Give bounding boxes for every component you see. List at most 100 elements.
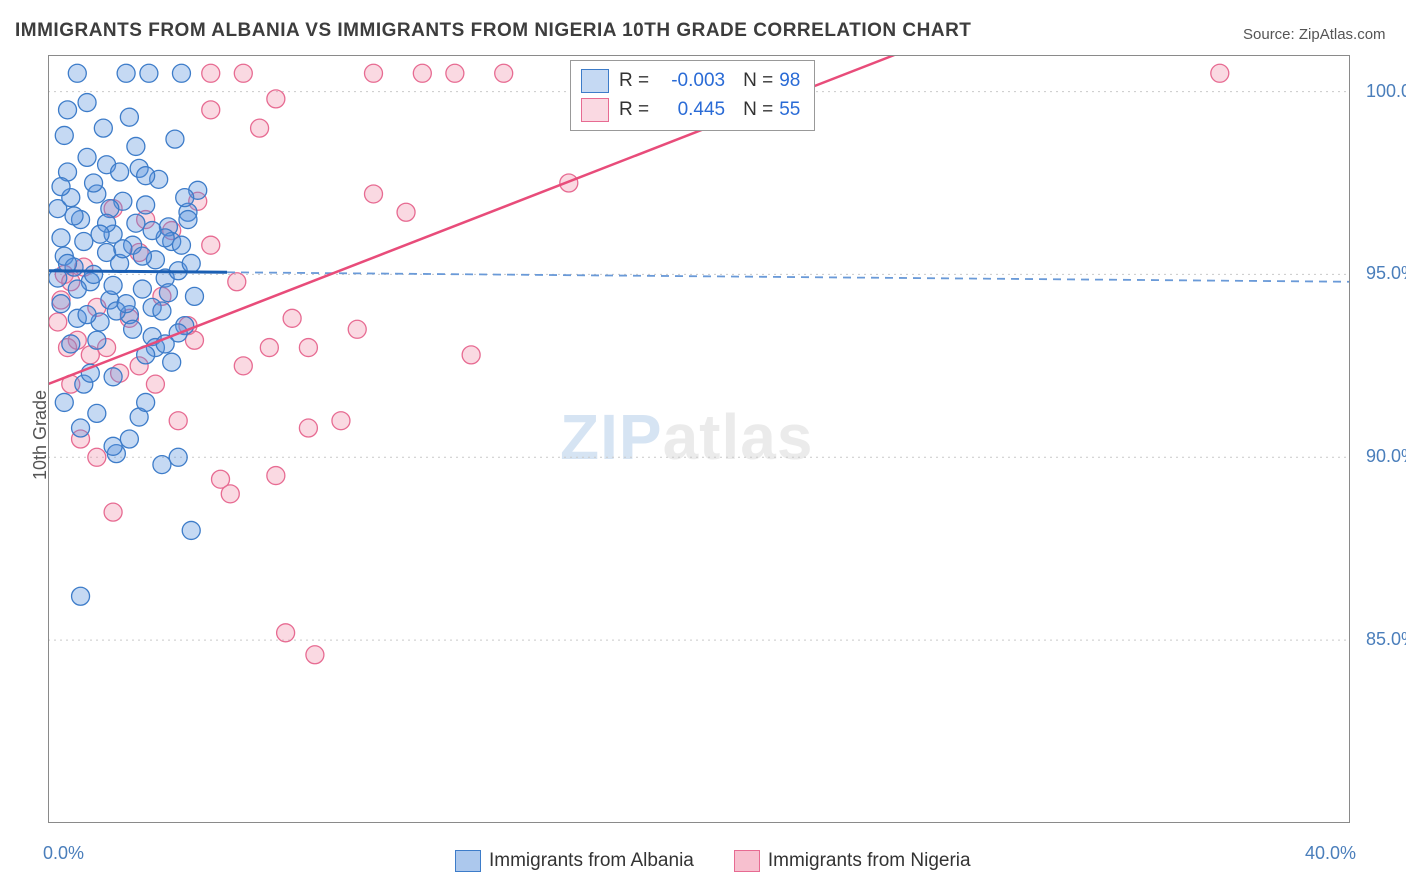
scatter-point-blue <box>185 287 203 305</box>
scatter-point-pink <box>446 64 464 82</box>
scatter-point-blue <box>182 254 200 272</box>
r-value-pink: 0.445 <box>655 96 725 125</box>
scatter-point-blue <box>137 196 155 214</box>
scatter-point-pink <box>299 419 317 437</box>
bottom-label-blue: Immigrants from Albania <box>489 850 694 872</box>
scatter-point-pink <box>495 64 513 82</box>
scatter-point-blue <box>78 148 96 166</box>
scatter-point-blue <box>68 64 86 82</box>
y-tick-label: 100.0% <box>1366 81 1406 102</box>
scatter-point-pink <box>332 412 350 430</box>
scatter-point-pink <box>306 646 324 664</box>
scatter-point-pink <box>348 320 366 338</box>
scatter-point-blue <box>55 393 73 411</box>
scatter-point-pink <box>365 64 383 82</box>
scatter-point-blue <box>104 437 122 455</box>
scatter-point-blue <box>55 126 73 144</box>
scatter-point-blue <box>75 233 93 251</box>
scatter-point-pink <box>462 346 480 364</box>
scatter-point-pink <box>49 313 67 331</box>
scatter-point-pink <box>267 90 285 108</box>
scatter-point-blue <box>166 130 184 148</box>
scatter-point-blue <box>52 178 70 196</box>
scatter-point-blue <box>104 276 122 294</box>
scatter-point-pink <box>228 273 246 291</box>
source-citation: Source: ZipAtlas.com <box>1243 26 1386 43</box>
scatter-point-blue <box>62 335 80 353</box>
scatter-point-blue <box>143 222 161 240</box>
scatter-point-blue <box>137 393 155 411</box>
scatter-point-blue <box>153 456 171 474</box>
scatter-point-blue <box>52 295 70 313</box>
scatter-point-blue <box>172 236 190 254</box>
swatch-blue <box>581 69 609 93</box>
scatter-point-blue <box>120 108 138 126</box>
scatter-chart <box>48 55 1350 823</box>
chart-title: IMMIGRANTS FROM ALBANIA VS IMMIGRANTS FR… <box>15 20 971 42</box>
scatter-point-pink <box>260 339 278 357</box>
scatter-point-blue <box>94 119 112 137</box>
scatter-point-blue <box>117 295 135 313</box>
x-tick-label: 40.0% <box>1305 843 1356 864</box>
scatter-point-blue <box>140 64 158 82</box>
scatter-point-blue <box>78 306 96 324</box>
scatter-point-blue <box>163 353 181 371</box>
scatter-point-pink <box>234 64 252 82</box>
r-label: R = <box>619 67 649 96</box>
scatter-point-blue <box>85 265 103 283</box>
scatter-point-pink <box>202 64 220 82</box>
scatter-point-pink <box>267 467 285 485</box>
legend-row-blue: R = -0.003 N = 98 <box>581 67 800 96</box>
correlation-legend: R = -0.003 N = 98 R = 0.445 N = 55 <box>570 60 815 131</box>
scatter-point-blue <box>91 225 109 243</box>
scatter-point-blue <box>65 207 83 225</box>
scatter-point-blue <box>172 64 190 82</box>
r-label: R = <box>619 96 649 125</box>
scatter-point-pink <box>104 503 122 521</box>
scatter-point-blue <box>182 521 200 539</box>
bottom-swatch-pink <box>734 850 760 872</box>
y-tick-label: 85.0% <box>1366 629 1406 650</box>
scatter-point-pink <box>413 64 431 82</box>
scatter-point-blue <box>133 280 151 298</box>
scatter-point-blue <box>88 331 106 349</box>
y-tick-label: 90.0% <box>1366 446 1406 467</box>
scatter-point-blue <box>111 163 129 181</box>
legend-row-pink: R = 0.445 N = 55 <box>581 96 800 125</box>
scatter-point-blue <box>124 320 142 338</box>
scatter-point-pink <box>202 101 220 119</box>
scatter-point-blue <box>117 64 135 82</box>
scatter-point-blue <box>72 587 90 605</box>
scatter-point-pink <box>251 119 269 137</box>
scatter-point-blue <box>72 419 90 437</box>
n-value-blue: 98 <box>779 67 800 96</box>
scatter-point-blue <box>78 94 96 112</box>
scatter-point-blue <box>169 448 187 466</box>
swatch-pink <box>581 98 609 122</box>
scatter-point-blue <box>114 240 132 258</box>
scatter-point-blue <box>176 189 194 207</box>
r-value-blue: -0.003 <box>655 67 725 96</box>
scatter-point-blue <box>153 302 171 320</box>
scatter-point-pink <box>88 448 106 466</box>
scatter-point-pink <box>221 485 239 503</box>
bottom-label-pink: Immigrants from Nigeria <box>768 850 971 872</box>
scatter-point-blue <box>104 368 122 386</box>
y-tick-label: 95.0% <box>1366 263 1406 284</box>
regression-line-dashed <box>227 272 1350 281</box>
scatter-point-blue <box>85 174 103 192</box>
scatter-point-blue <box>52 229 70 247</box>
scatter-point-pink <box>202 236 220 254</box>
n-label: N = <box>743 67 773 96</box>
regression-line <box>48 271 227 273</box>
series-legend: Immigrants from Albania Immigrants from N… <box>455 850 1011 872</box>
scatter-point-blue <box>127 137 145 155</box>
scatter-point-pink <box>169 412 187 430</box>
scatter-point-pink <box>365 185 383 203</box>
scatter-point-blue <box>159 284 177 302</box>
scatter-point-blue <box>68 280 86 298</box>
x-tick-label: 0.0% <box>43 843 84 864</box>
scatter-point-blue <box>133 247 151 265</box>
scatter-point-pink <box>397 203 415 221</box>
scatter-point-blue <box>137 167 155 185</box>
